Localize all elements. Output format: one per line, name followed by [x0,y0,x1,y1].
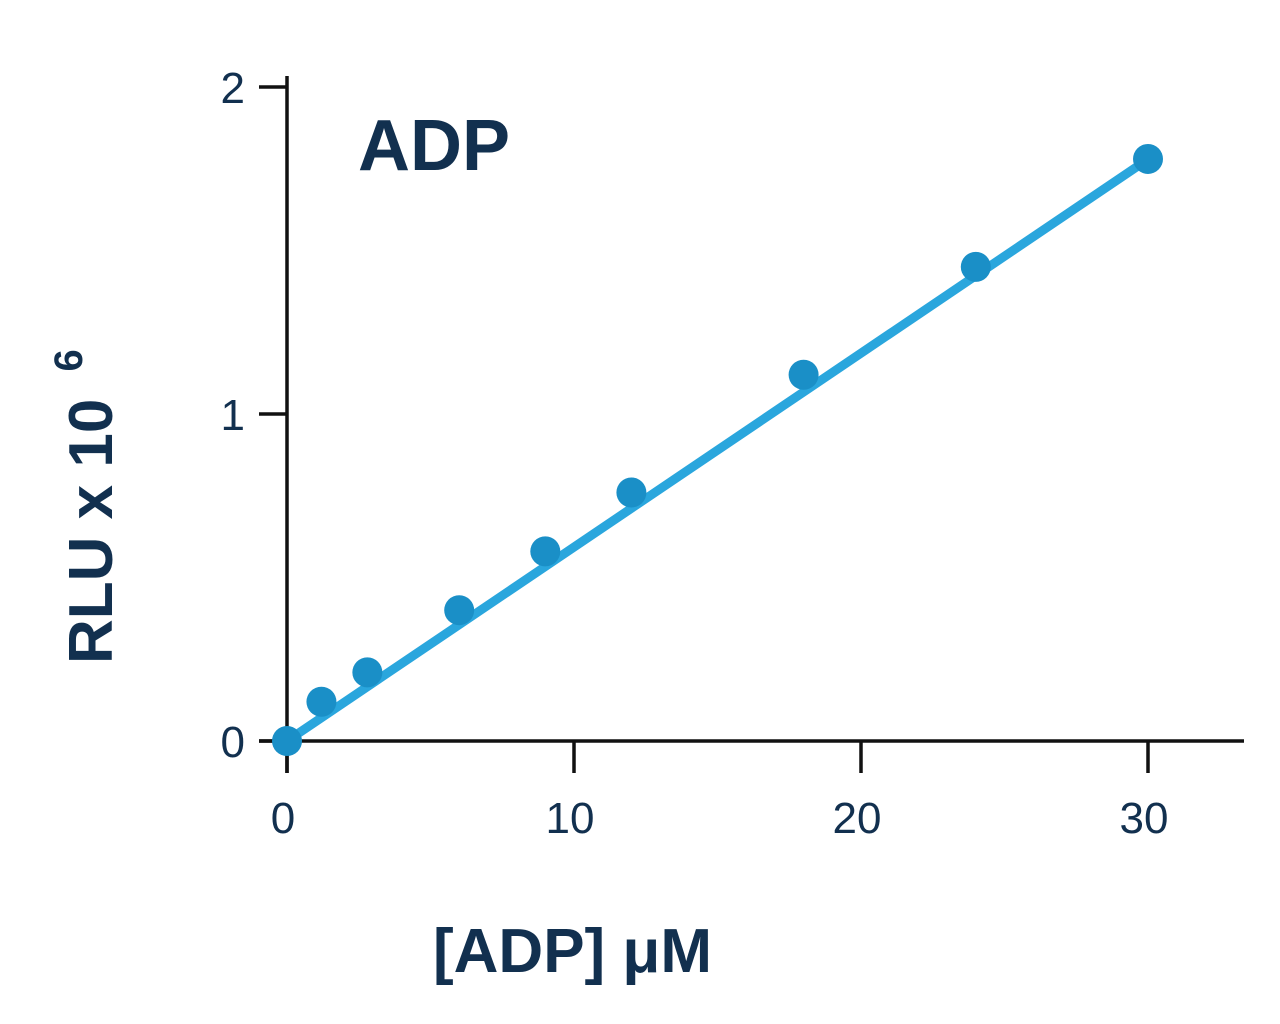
fit-line-group [282,154,1153,746]
chart-title: ADP [358,106,510,186]
y-axis-label-group: RLU x 10 6 [47,349,126,664]
y-axis-label-exponent: 6 [47,349,91,371]
data-point [1133,143,1163,174]
data-point [352,657,383,688]
x-tick-label: 30 [1120,794,1169,843]
x-ticks: 0 10 20 30 [271,741,1169,843]
y-ticks: 0 1 2 [221,64,287,767]
data-point [788,359,819,390]
data-point [306,686,337,717]
x-tick-label: 10 [546,794,595,843]
data-point [444,595,475,626]
x-tick-label: 20 [833,794,882,843]
x-tick-label: 0 [271,794,295,843]
y-tick-label: 0 [221,718,245,767]
data-point [530,536,561,567]
data-point [616,477,647,508]
y-axis-label-base: RLU x 10 [57,399,126,664]
y-axis-label: RLU x 10 6 [47,349,126,664]
fit-line [282,154,1153,746]
y-tick-label: 2 [221,64,245,113]
data-points [272,143,1163,756]
data-point [960,251,991,282]
data-point [272,726,302,756]
y-tick-label: 1 [221,391,245,440]
axes: 0 10 20 30 0 1 2 [221,64,1244,843]
x-axis-label: [ADP] μM [433,917,712,986]
